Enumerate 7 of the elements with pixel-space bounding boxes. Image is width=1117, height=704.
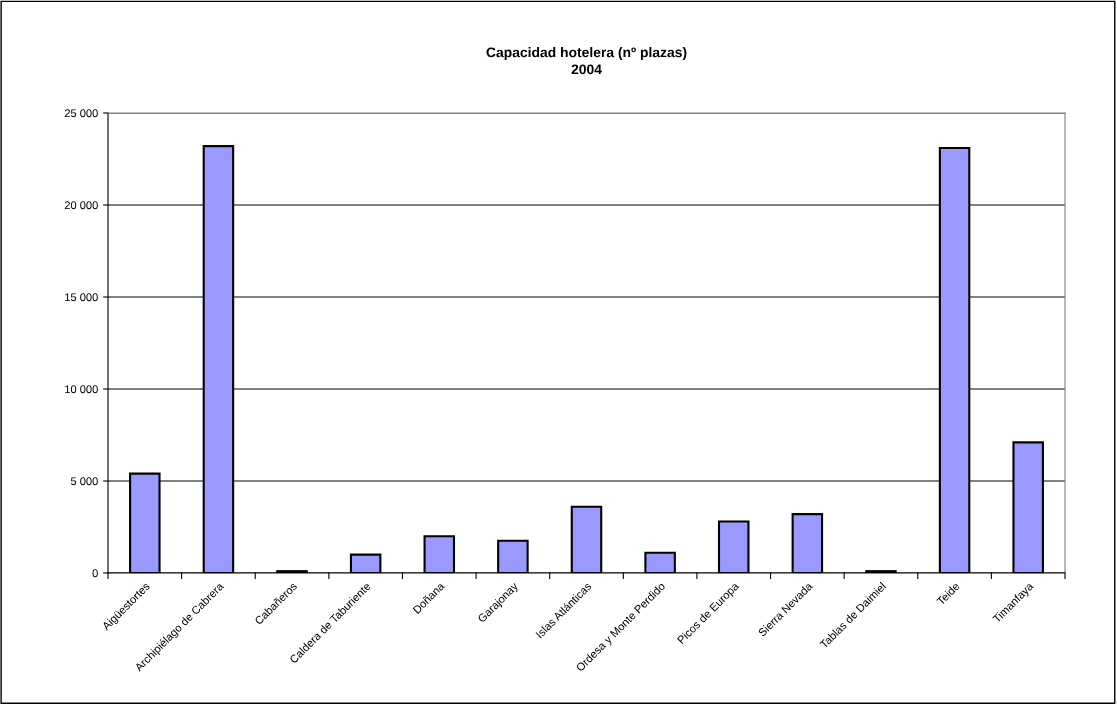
chart-title: Capacidad hotelera (nº plazas) 2004 xyxy=(486,47,687,75)
y-tick-label: 10 000 xyxy=(65,385,98,394)
y-tick-label: 25 000 xyxy=(64,109,98,118)
y-tick-label: 20 000 xyxy=(64,201,98,210)
y-tick-label: 5 000 xyxy=(70,477,98,486)
y-tick-label: 0 xyxy=(92,569,98,578)
y-tick-label: 15 000 xyxy=(65,293,98,302)
